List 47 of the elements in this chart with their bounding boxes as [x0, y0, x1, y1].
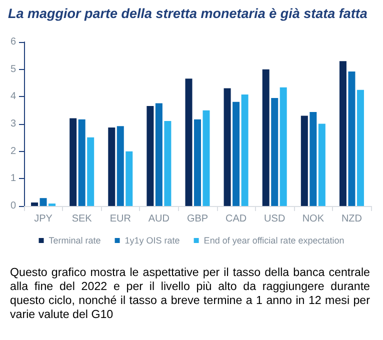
bar — [108, 128, 116, 206]
bar — [87, 137, 94, 206]
x-tick-label: CAD — [225, 214, 247, 224]
bar — [310, 112, 317, 206]
legend-label: End of year official rate expectation — [204, 236, 344, 246]
y-tick-label: 4 — [10, 91, 16, 102]
y-tick-label: 5 — [10, 64, 16, 75]
bar — [339, 61, 346, 206]
y-tick-label: 6 — [10, 36, 16, 48]
bar — [241, 94, 248, 206]
legend-label: 1y1y OIS rate — [124, 236, 180, 246]
bar — [300, 116, 308, 206]
x-tick-label: NZD — [341, 214, 362, 224]
y-tick-label: 0 — [10, 200, 16, 212]
bar — [116, 126, 124, 206]
bar — [31, 202, 38, 206]
bar — [280, 87, 287, 206]
x-tick-label: USD — [264, 214, 286, 224]
bar — [40, 198, 47, 206]
bar — [224, 88, 231, 206]
bar — [194, 119, 201, 206]
bar — [164, 120, 172, 206]
x-tick-label: EUR — [110, 214, 131, 224]
chart-title: La maggior parte della stretta monetaria è già stata fatta — [8, 6, 368, 21]
x-tick-label: SEK — [72, 214, 92, 224]
bar — [78, 119, 86, 206]
bar — [318, 124, 326, 206]
y-tick-label: 2 — [10, 146, 16, 157]
bar — [146, 106, 154, 206]
bar — [348, 72, 356, 206]
legend-label: Terminal rate — [48, 236, 101, 246]
bar — [202, 110, 210, 206]
x-tick-label: AUD — [148, 214, 170, 224]
bar — [126, 151, 133, 206]
y-tick-label: 1 — [10, 173, 16, 184]
text: Questo grafico mostra le aspettative per il tasso della banca centrale alla fine del 2022 e per il livello più alto da raggiungere durante questo ciclo, nonché il tasso a breve termine a 1 anno in 12 mesi per varie valute del G10 — [10, 266, 370, 322]
bar — [271, 98, 278, 206]
x-tick-label: JPY — [34, 214, 53, 224]
bar — [70, 118, 77, 206]
x-tick-label: GBP — [186, 214, 208, 224]
bar — [262, 69, 270, 206]
y-tick-label: 3 — [10, 118, 16, 130]
bar — [185, 78, 192, 206]
bar — [155, 103, 162, 206]
bar — [232, 102, 240, 206]
x-tick-label: NOK — [302, 214, 324, 224]
bar — [356, 90, 364, 206]
